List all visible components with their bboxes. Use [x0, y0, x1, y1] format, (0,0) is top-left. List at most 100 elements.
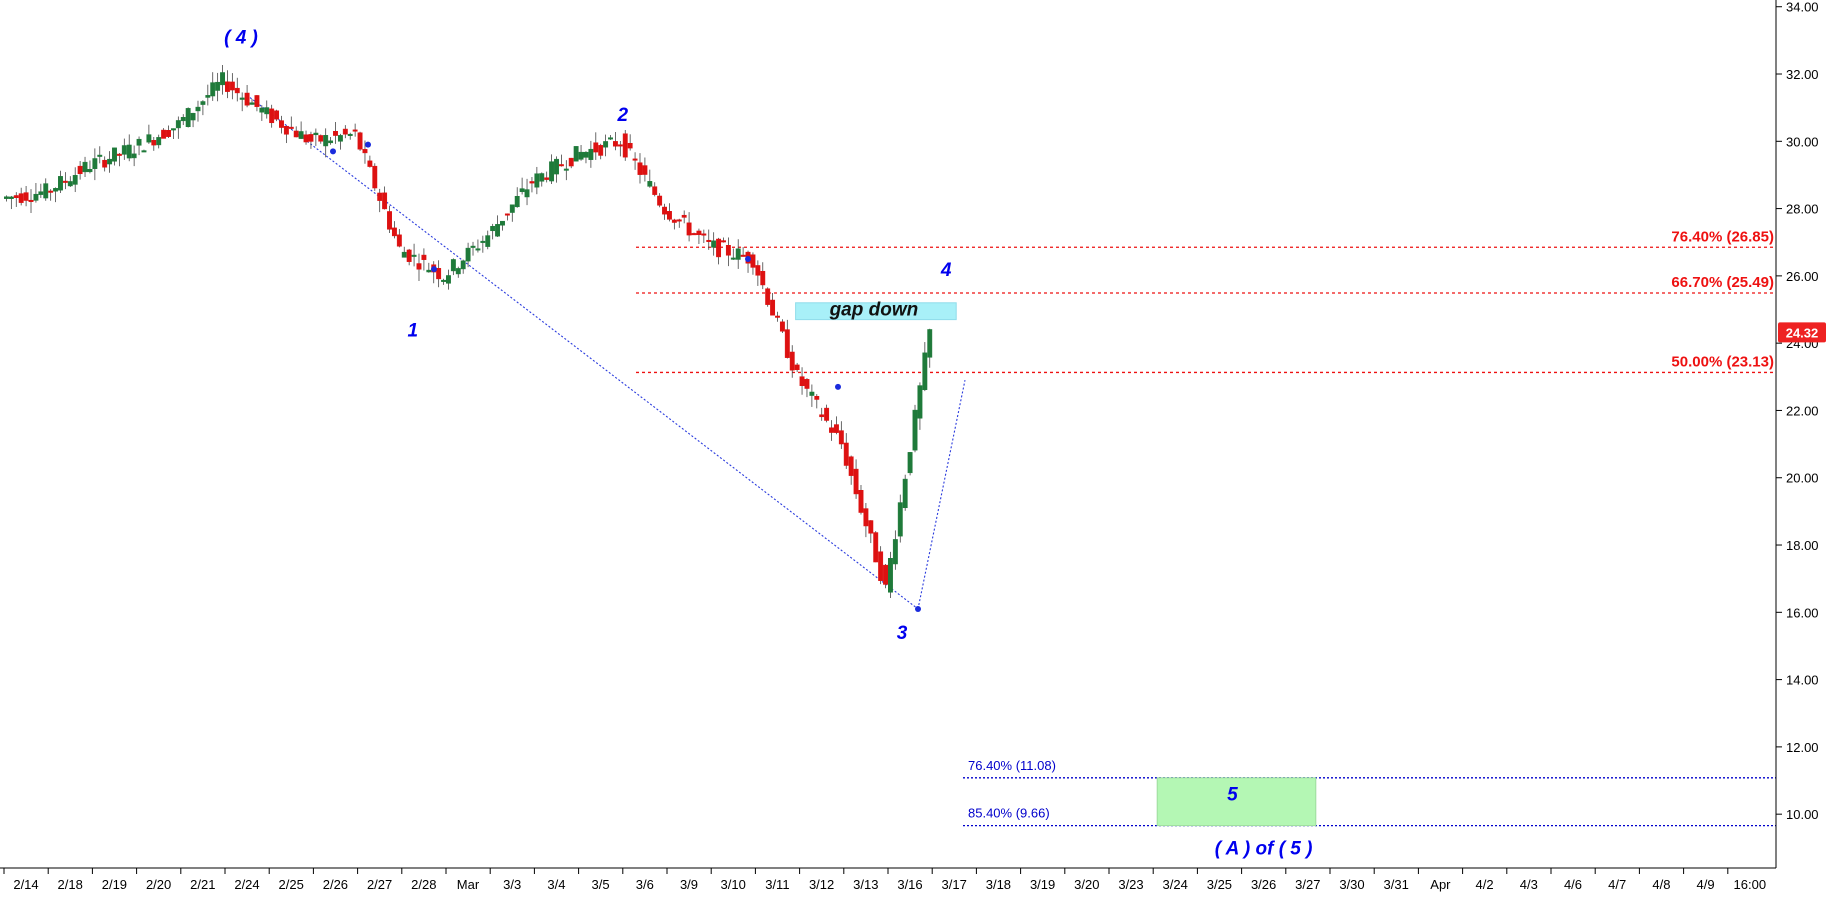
- x-tick-label: 3/30: [1339, 877, 1364, 892]
- candle-body: [269, 108, 275, 124]
- fib-levels: 76.40% (26.85) 66.70% (25.49) 50.00% (23.1…: [636, 228, 1776, 827]
- candle-body: [53, 188, 59, 192]
- candle-body: [554, 158, 559, 175]
- y-tick-label: 12.00: [1786, 740, 1819, 755]
- candle-body: [195, 106, 201, 112]
- candle-body: [77, 165, 83, 175]
- candle-body: [799, 376, 805, 386]
- swing-dot: [365, 141, 371, 148]
- candle-body: [367, 160, 373, 167]
- x-tick-label: 3/9: [680, 877, 698, 892]
- candle-body: [779, 321, 785, 332]
- candle-body: [254, 95, 260, 107]
- x-tick-label: 3/24: [1163, 877, 1188, 892]
- x-tick-label: 3/27: [1295, 877, 1320, 892]
- y-axis: 34.0032.0030.0028.0026.0024.0022.0020.00…: [1775, 0, 1826, 868]
- candle-body: [161, 129, 167, 139]
- candle-body: [907, 452, 913, 474]
- x-tick-label: 3/16: [897, 877, 922, 892]
- candle-body: [873, 532, 879, 563]
- candle-body: [97, 154, 103, 157]
- candle-body: [863, 508, 869, 527]
- candle-body: [819, 414, 825, 418]
- candle-body: [519, 188, 525, 193]
- wave-label: 4: [940, 260, 952, 281]
- x-tick-label: 2/28: [411, 877, 436, 892]
- candle-body: [470, 245, 476, 248]
- candle-body: [450, 259, 456, 272]
- candle-body: [200, 101, 206, 105]
- candle-body: [598, 145, 604, 156]
- candle-body: [436, 268, 442, 280]
- x-tick-label: 4/6: [1564, 877, 1582, 892]
- candle-body: [455, 268, 461, 275]
- fib-level-label: 85.40% (9.66): [968, 806, 1050, 821]
- x-tick-label: 3/31: [1384, 877, 1409, 892]
- candle-body: [175, 120, 181, 129]
- candle-body: [706, 239, 712, 242]
- candle-body: [775, 315, 780, 318]
- candle-body: [28, 199, 34, 202]
- wave-trendline: [917, 380, 966, 610]
- y-tick-label: 14.00: [1786, 673, 1819, 688]
- x-tick-label: 3/23: [1118, 877, 1143, 892]
- swing-dot: [330, 148, 336, 155]
- candle-body: [617, 144, 623, 147]
- x-tick-label: 2/24: [234, 877, 259, 892]
- candle-body: [765, 288, 771, 305]
- x-tick-label: 3/11: [765, 877, 789, 892]
- candle-body: [760, 270, 766, 286]
- candle-body: [249, 102, 255, 105]
- candle-body: [220, 72, 225, 86]
- candle-body: [573, 146, 579, 162]
- y-tick-label: 32.00: [1786, 67, 1819, 82]
- x-tick-label: 2/20: [146, 877, 171, 892]
- candle-body: [662, 206, 667, 215]
- candle-body: [544, 177, 550, 180]
- candle-body: [13, 195, 19, 199]
- x-tick-label: 2/18: [58, 877, 83, 892]
- candle-body: [23, 192, 29, 201]
- y-tick-label: 10.00: [1786, 807, 1819, 822]
- candle-body: [67, 181, 73, 187]
- x-tick-label: 4/9: [1697, 877, 1715, 892]
- candle-body: [293, 130, 299, 138]
- candle-body: [465, 247, 471, 262]
- candle-body: [180, 117, 186, 122]
- candle-body: [809, 391, 815, 396]
- candle-body: [853, 468, 859, 495]
- candle-body: [308, 134, 314, 142]
- candle-body: [657, 195, 663, 206]
- candle-body: [323, 135, 329, 147]
- gap-box: [795, 302, 957, 321]
- candle-body: [274, 110, 280, 120]
- wave-label: 3: [897, 623, 908, 644]
- candle-body: [588, 148, 594, 160]
- candle-body: [382, 192, 388, 210]
- candle-body: [647, 181, 653, 187]
- candle-body: [141, 150, 147, 153]
- candle-body: [696, 230, 702, 236]
- candle-body: [205, 95, 211, 98]
- wave-trendlines: [249, 97, 966, 610]
- candle-body: [917, 385, 923, 419]
- x-axis: 2/14 2/18 2/19 2/20 2/21 2/24 2/25 2/26 2/27 2/28…: [0, 867, 1776, 892]
- x-tick-label: 4/7: [1608, 877, 1626, 892]
- wave-label: 2: [617, 105, 629, 126]
- candle-body: [667, 211, 672, 220]
- x-tick-label: 3/10: [721, 877, 746, 892]
- x-tick-label: 3/26: [1251, 877, 1276, 892]
- candle-body: [686, 222, 692, 236]
- candle-body: [229, 81, 235, 91]
- candle-body: [121, 145, 127, 155]
- wave-label: ( A ) of ( 5 ): [1215, 839, 1313, 860]
- candle-body: [116, 153, 122, 156]
- candle-body: [170, 128, 176, 131]
- candle-body: [82, 161, 88, 173]
- candle-body: [558, 164, 564, 167]
- candle-body: [62, 180, 68, 183]
- candle-body: [352, 129, 358, 132]
- candle-body: [48, 190, 54, 193]
- candle-body: [318, 135, 324, 142]
- candle-body: [288, 126, 294, 129]
